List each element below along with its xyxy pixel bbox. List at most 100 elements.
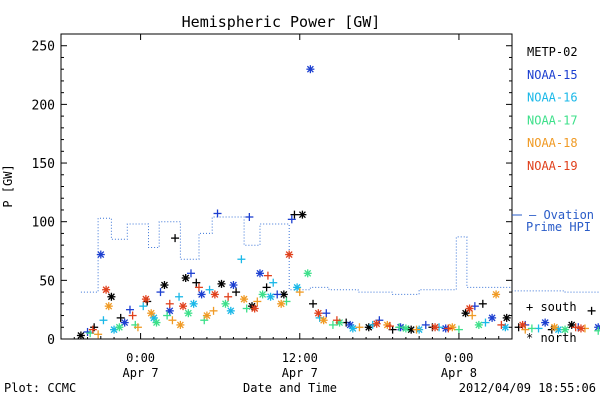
south-marker-legend: + south: [526, 300, 577, 314]
noaa-19-south-point: [165, 299, 174, 308]
noaa-18-north-point: [550, 323, 559, 332]
noaa-17-north-point: [561, 325, 570, 334]
noaa-15-south-point: [245, 213, 254, 221]
noaa-19-north-point: [372, 319, 381, 328]
noaa-18-north-point: [492, 290, 501, 299]
noaa-18-south-point: [295, 288, 304, 297]
noaa-18-north-point: [202, 311, 211, 320]
noaa-15-south-point: [213, 209, 222, 218]
metp-02-north-point: [76, 331, 85, 340]
noaa-19-south-point: [194, 283, 203, 292]
noaa-18-north-point: [448, 323, 457, 332]
noaa-18-south-point: [355, 323, 364, 332]
x-tick-date-label: Apr 7: [282, 366, 318, 380]
noaa-18-north-point: [104, 302, 113, 311]
y-tick-label: 200: [32, 98, 55, 113]
y-axis-label: P [GW]: [1, 164, 15, 207]
metp-02-north-point: [502, 313, 511, 322]
metp-02-north-point: [181, 274, 190, 282]
metp-02-south-point: [309, 299, 318, 308]
north-marker-legend: * north: [526, 331, 577, 345]
noaa-15-south-point: [156, 288, 165, 297]
noaa-15-north-point: [229, 281, 238, 290]
noaa-19-south-point: [385, 322, 394, 331]
noaa-19-north-point: [576, 324, 585, 333]
noaa-19-south-point: [88, 325, 97, 334]
noaa-19-north-point: [102, 285, 111, 294]
metp-02-south-point: [262, 283, 271, 292]
noaa-19-north-point: [518, 320, 527, 329]
noaa-17-south-point: [163, 311, 172, 320]
noaa-18-south-point: [209, 306, 218, 315]
noaa-15-south-point: [186, 269, 195, 278]
noaa-19-north-point: [285, 250, 294, 259]
noaa-17-north-point: [258, 290, 267, 299]
noaa-17-north-point: [303, 269, 312, 278]
noaa-16-south-point: [139, 302, 148, 311]
plot-frame: [60, 33, 513, 340]
metp-02-south-point: [171, 234, 180, 243]
noaa-15-south-point: [421, 320, 430, 329]
noaa-16-south-point: [237, 255, 246, 264]
noaa-17-north-point: [474, 320, 483, 329]
x-tick-time-label: 0:00: [126, 351, 155, 365]
noaa-18-south-point: [168, 316, 177, 325]
noaa-15-north-point: [255, 269, 264, 278]
noaa-17-north-point: [221, 299, 230, 308]
noaa-18-south-point: [253, 297, 262, 306]
noaa-19-south-point: [332, 316, 341, 325]
y-tick-label: 100: [32, 216, 55, 231]
noaa-19-south-point: [444, 324, 453, 333]
noaa-19-north-point: [141, 295, 150, 304]
noaa-16-south-point: [269, 278, 278, 287]
ovation-prime-hpi-line: [80, 216, 600, 295]
noaa-18-south-point: [412, 325, 421, 334]
noaa-19-north-point: [314, 309, 323, 318]
noaa-15-north-point: [96, 250, 105, 259]
noaa-19-south-point: [497, 320, 506, 329]
metp-02-south-point: [290, 210, 299, 219]
noaa-16-south-point: [175, 292, 184, 301]
noaa-17-north-point: [401, 324, 410, 333]
noaa-19-south-point: [128, 311, 137, 320]
noaa-15-south-point: [287, 215, 296, 224]
x-tick-time-label: 12:00: [282, 351, 318, 365]
y-tick-label: 250: [32, 40, 55, 55]
y-tick-label: 50: [39, 274, 55, 289]
metp-02-south-point: [478, 299, 487, 308]
noaa-19-south-point: [571, 323, 580, 332]
noaa-17-south-point: [242, 304, 251, 313]
legend-entry: NOAA-19: [527, 159, 578, 173]
noaa-17-south-point: [454, 325, 463, 334]
noaa-19-north-point: [179, 302, 188, 311]
noaa-15-north-point: [488, 313, 497, 322]
noaa-18-north-point: [176, 320, 185, 329]
y-axis-label-group: P [GW]: [1, 164, 15, 207]
noaa-16-north-point: [266, 292, 275, 301]
noaa-16-north-point: [226, 306, 235, 315]
noaa-15-south-point: [273, 290, 282, 299]
noaa-19-north-point: [431, 323, 440, 332]
metp-02-north-point: [461, 309, 470, 318]
noaa-15-south-point: [125, 305, 134, 314]
noaa-17-north-point: [184, 309, 193, 318]
noaa-15-north-point: [541, 318, 550, 327]
metp-02-south-point: [116, 313, 125, 322]
legend-entry: NOAA-18: [527, 136, 578, 150]
chart-title: Hemispheric Power [GW]: [182, 13, 381, 31]
noaa-18-north-point: [319, 316, 328, 325]
metp-02-south-point: [587, 306, 596, 315]
y-tick-label: 0: [47, 333, 55, 348]
metp-02-north-point: [298, 210, 307, 219]
x-tick-time-label: 0:00: [444, 351, 473, 365]
noaa-17-south-point: [328, 320, 337, 329]
noaa-19-south-point: [224, 292, 233, 301]
ovation-legend-line1: — Ovation: [529, 208, 594, 222]
noaa-16-south-point: [481, 318, 490, 327]
legend-entry: NOAA-16: [527, 91, 578, 105]
plot-timestamp: 2012/04/09 18:55:06: [459, 381, 596, 395]
noaa-16-north-point: [348, 324, 357, 333]
noaa-15-north-point: [197, 290, 206, 299]
ovation-legend-line2: Prime HPI: [526, 220, 591, 234]
